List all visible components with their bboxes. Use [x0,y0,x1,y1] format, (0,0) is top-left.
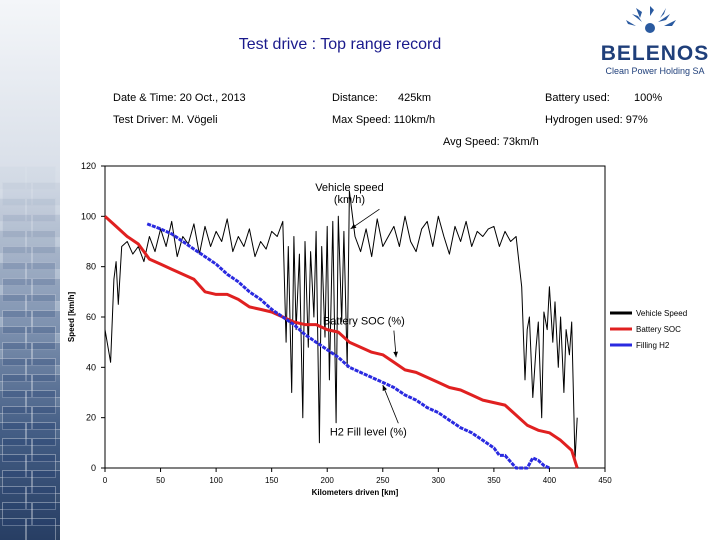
solar-cell [2,246,32,270]
solar-cell [2,406,32,430]
solar-cell [32,502,60,526]
solar-cell [26,326,56,350]
solar-cell [32,214,60,238]
solar-cell [26,518,56,540]
x-tick-label: 150 [265,476,279,485]
series-line-vehicle-speed [104,190,578,461]
annotation-label: Battery SOC (%) [323,316,405,328]
solar-cell [26,486,56,510]
solar-cell [0,294,26,318]
solar-cell [26,422,56,446]
sun-logo-icon [626,6,676,33]
solar-cell [2,310,32,334]
y-tick-label: 0 [91,463,96,473]
max-speed-info: Max Speed: 110km/h [332,114,436,126]
solar-cell [26,262,56,286]
x-tick-label: 0 [103,476,108,485]
annotation-label: Vehicle speed [315,182,384,194]
solar-cell [0,262,26,286]
x-tick-label: 50 [156,476,165,485]
company-logo: BELENOS Clean Power Holding SA [596,6,714,76]
y-tick-label: 80 [86,262,96,272]
battery-used-label: Battery used: [545,92,610,104]
solar-cell [0,486,26,510]
legend-label: Filling H2 [636,341,670,350]
solar-cell [0,198,26,222]
solar-cell [0,422,26,446]
solar-cell [26,230,56,254]
annotation-arrow-head [382,384,388,391]
solar-cell [2,214,32,238]
solar-cell [2,438,32,462]
x-tick-label: 450 [598,476,612,485]
series-line-filling-h2 [146,222,551,470]
avg-speed-info: Avg Speed: 73km/h [443,136,539,148]
x-tick-label: 100 [209,476,223,485]
y-tick-label: 60 [86,312,96,322]
page-title: Test drive : Top range record [238,36,442,53]
solar-cell [0,390,26,414]
battery-used-value: 100% [634,92,663,104]
solar-cell [32,182,60,206]
hydrogen-used-info: Hydrogen used: 97% [545,114,648,126]
y-tick-label: 120 [81,161,96,171]
solar-cell [2,278,32,302]
y-tick-label: 40 [86,362,96,372]
solar-panel-sidebar [0,0,60,540]
solar-cell [26,198,56,222]
solar-cell [32,342,60,366]
logo-name: BELENOS [600,42,710,65]
solar-cell [2,374,32,398]
solar-cell [0,230,26,254]
annotation-arrow-line [350,208,380,230]
solar-cell [32,278,60,302]
distance-label: Distance: [332,92,378,104]
solar-cell [32,310,60,334]
x-tick-label: 350 [487,476,501,485]
x-axis-label: Kilometers driven [km] [312,488,399,497]
x-tick-label: 250 [376,476,390,485]
solar-cell [32,470,60,494]
series-line-battery-soc [103,215,579,469]
x-tick-label: 200 [321,476,335,485]
annotation-label: (km/h) [334,194,365,206]
solar-cell [26,390,56,414]
solar-cell [0,454,26,478]
solar-cell [2,342,32,366]
annotation-arrow-head [350,223,357,229]
solar-cell [32,374,60,398]
solar-cell [26,454,56,478]
y-axis-label: Speed [km/h] [67,292,76,343]
solar-cell [0,358,26,382]
solar-cell [26,294,56,318]
solar-cell [2,470,32,494]
solar-cell [32,438,60,462]
solar-cell [2,502,32,526]
solar-cell [26,358,56,382]
test-driver-info: Test Driver: M. Vögeli [113,114,218,126]
solar-cell [0,518,26,540]
distance-value: 425km [398,92,432,104]
legend-label: Vehicle Speed [636,309,687,318]
x-tick-label: 400 [543,476,557,485]
date-time-info: Date & Time: 20 Oct., 2013 [113,92,246,104]
legend-label: Battery SOC [636,325,681,334]
x-tick-label: 300 [432,476,446,485]
annotation-label: H2 Fill level (%) [330,426,407,438]
y-tick-label: 100 [81,211,96,221]
solar-cell [32,246,60,270]
y-tick-label: 20 [86,413,96,423]
logo-subtitle: Clean Power Holding SA [605,66,705,76]
annotation-arrow-line [382,384,399,424]
solar-cell [0,326,26,350]
solar-cell [32,406,60,430]
solar-cell [2,182,32,206]
annotation-arrow-head [393,351,398,358]
